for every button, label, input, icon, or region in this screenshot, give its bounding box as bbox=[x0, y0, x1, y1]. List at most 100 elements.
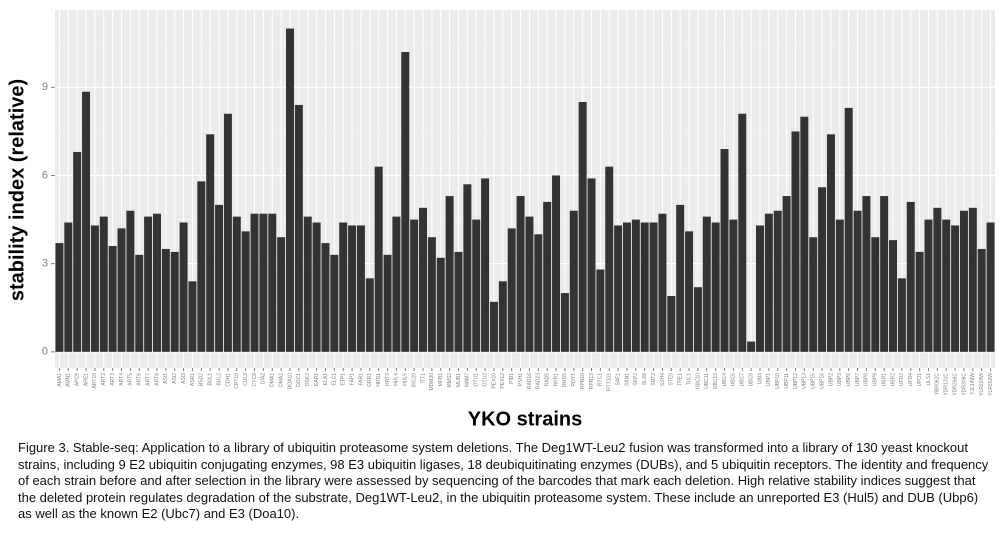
x-tick-label: YBR062C bbox=[935, 373, 941, 396]
x-tick-label: AMA1 bbox=[57, 373, 63, 387]
bar bbox=[977, 248, 986, 352]
x-tick-label: DMA1 bbox=[270, 373, 276, 387]
x-tick-label: RPN13 bbox=[589, 373, 595, 389]
x-tick-label: CUL3 bbox=[243, 373, 249, 386]
x-tick-label: PSH1 bbox=[518, 373, 524, 386]
bar bbox=[463, 184, 472, 352]
x-tick-label: UBP8 bbox=[864, 373, 870, 386]
bar bbox=[498, 281, 507, 352]
x-tick-label: ULS1 bbox=[926, 373, 932, 386]
x-tick-label: ITT1 bbox=[420, 373, 426, 383]
x-tick-label: ART7 bbox=[145, 373, 151, 386]
bar bbox=[294, 104, 303, 352]
bar bbox=[667, 295, 676, 352]
x-tick-label: ASI2 bbox=[172, 373, 178, 384]
bar bbox=[773, 210, 782, 352]
x-tick-label: RPN10 bbox=[580, 373, 586, 389]
x-tick-label: YLR224W bbox=[979, 373, 985, 396]
x-tick-label: MDM30 bbox=[429, 373, 435, 391]
x-tick-label: IRC20 bbox=[411, 373, 417, 387]
bar bbox=[436, 257, 445, 352]
x-axis-title: YKO strains bbox=[468, 408, 582, 430]
bar bbox=[286, 28, 294, 352]
x-tick-label: ART4 bbox=[119, 373, 125, 386]
x-tick-label: ASI1 bbox=[163, 373, 169, 384]
bar bbox=[99, 216, 108, 352]
bar bbox=[711, 222, 720, 352]
bar bbox=[702, 216, 711, 352]
x-tick-label: HUL4 bbox=[394, 373, 400, 386]
x-tick-label: UBP13 bbox=[802, 373, 808, 389]
bar bbox=[543, 201, 552, 352]
bar bbox=[152, 213, 161, 352]
bar bbox=[507, 228, 516, 352]
bar bbox=[631, 219, 640, 352]
bar bbox=[622, 222, 631, 352]
x-tick-label: ART10 bbox=[92, 373, 98, 389]
x-tick-label: BUL1 bbox=[208, 373, 214, 386]
y-tick-label: 9 bbox=[42, 81, 48, 93]
x-tick-label: CRT10 bbox=[234, 373, 240, 389]
x-tick-label: UFO1 bbox=[917, 373, 923, 387]
x-tick-label: UBR1 bbox=[881, 373, 887, 387]
x-tick-label: DIA2 bbox=[261, 373, 267, 384]
bar bbox=[241, 231, 250, 352]
bar bbox=[578, 101, 587, 352]
x-tick-label: UBP12 bbox=[793, 373, 799, 389]
x-tick-label: ART5 bbox=[128, 373, 134, 386]
bar bbox=[693, 287, 702, 352]
x-tick-label: DSK2 bbox=[305, 373, 311, 386]
bar bbox=[569, 210, 578, 352]
bar bbox=[223, 113, 232, 352]
bar bbox=[161, 248, 170, 352]
x-tick-label: MMS2 bbox=[447, 373, 453, 388]
bar bbox=[844, 107, 853, 352]
x-tick-label: ASI3 bbox=[181, 373, 187, 384]
x-tick-label: UBC4 bbox=[722, 373, 728, 387]
x-tick-label: DMA2 bbox=[278, 373, 284, 387]
x-tick-label: BUL2 bbox=[216, 373, 222, 386]
x-tick-label: CYC8 bbox=[252, 373, 258, 387]
bar bbox=[826, 134, 835, 352]
x-tick-label: STE5 bbox=[669, 373, 675, 386]
x-tick-label: TUL1 bbox=[686, 373, 692, 385]
bar bbox=[640, 222, 649, 352]
x-tick-label: CDH1 bbox=[225, 373, 231, 387]
bar bbox=[312, 222, 321, 352]
bar bbox=[135, 254, 144, 352]
x-tick-label: YDR131C bbox=[944, 373, 950, 396]
bar bbox=[614, 225, 623, 352]
x-tick-label: UBP11 bbox=[784, 373, 790, 389]
bar bbox=[454, 251, 463, 352]
bar bbox=[339, 222, 348, 352]
x-tick-label: ART3 bbox=[110, 373, 116, 386]
bar bbox=[658, 213, 667, 352]
x-tick-label: EAR1 bbox=[314, 373, 320, 386]
x-tick-label: RTC1 bbox=[598, 373, 604, 386]
x-tick-label: ART2 bbox=[101, 373, 107, 386]
x-tick-label: UBC8 bbox=[748, 373, 754, 387]
bar bbox=[427, 237, 436, 352]
x-tick-label: UBC6 bbox=[731, 373, 737, 387]
x-tick-label: ELC1 bbox=[332, 373, 338, 386]
bar bbox=[215, 204, 224, 352]
x-tick-label: YDR306C bbox=[961, 373, 967, 396]
x-tick-label: OTU2 bbox=[482, 373, 488, 387]
bar bbox=[73, 151, 82, 352]
bar bbox=[188, 281, 197, 352]
bar bbox=[445, 196, 454, 352]
x-tick-label: UBP15 bbox=[811, 373, 817, 389]
x-tick-label: HRT3 bbox=[385, 373, 391, 386]
bar bbox=[809, 237, 818, 352]
bar bbox=[871, 237, 880, 352]
bar bbox=[862, 196, 871, 352]
bar bbox=[90, 225, 99, 352]
x-tick-label: APC9 bbox=[74, 373, 80, 386]
bar bbox=[818, 187, 827, 352]
bar bbox=[321, 243, 330, 352]
x-tick-label: BSD2 bbox=[199, 373, 205, 386]
x-tick-label: UBR2 bbox=[890, 373, 896, 387]
x-tick-label: UBP6 bbox=[846, 373, 852, 386]
bar bbox=[481, 178, 490, 352]
bar bbox=[356, 225, 365, 352]
